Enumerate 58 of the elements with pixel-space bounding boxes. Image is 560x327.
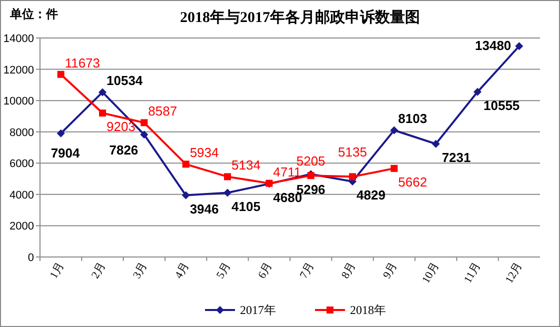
x-tick-label: 12月: [503, 260, 525, 286]
point: [56, 129, 65, 138]
data-label: 10555: [484, 98, 520, 113]
data-label: 8587: [148, 104, 178, 119]
point: [390, 164, 398, 172]
point: [140, 119, 148, 126]
y-tick-label: 8000: [10, 126, 34, 139]
point: [140, 130, 148, 139]
x-tick-label: 4月: [172, 260, 192, 281]
data-label: 3946: [190, 201, 219, 216]
chart-title: 2018年与2017年各月邮政申诉数量图: [180, 9, 420, 26]
legend-label: 2017年: [240, 303, 276, 317]
data-label: 5135: [338, 144, 367, 160]
data-label: 5934: [190, 145, 219, 160]
y-tick-label: 2000: [10, 220, 34, 233]
point: [182, 191, 190, 200]
data-label: 5205: [296, 154, 326, 169]
x-tick-label: 3月: [131, 260, 150, 281]
point: [98, 88, 106, 96]
point: [182, 160, 190, 168]
y-tick-label: 6000: [10, 158, 34, 170]
x-tick-label: 7月: [298, 260, 316, 281]
x-tick-label: 8月: [339, 260, 358, 281]
point: [57, 70, 64, 78]
data-label: 13480: [475, 38, 512, 54]
data-label: 7231: [442, 150, 471, 165]
text: 单位：件: [9, 7, 58, 21]
x-tick-label: 5月: [214, 260, 234, 281]
legend-label: 2018年: [350, 303, 386, 317]
point: [224, 173, 231, 180]
data-label: 7826: [109, 142, 138, 158]
point: [474, 88, 482, 96]
point: [99, 110, 106, 117]
point: [224, 188, 232, 197]
data-label: 11673: [64, 55, 100, 70]
point: [515, 42, 524, 50]
x-tick-label: 11月: [462, 260, 484, 286]
data-label: 7904: [50, 145, 81, 160]
x-tick-label: 10月: [420, 260, 442, 286]
y-tick-label: 0: [28, 252, 34, 264]
data-label: 4829: [356, 187, 386, 202]
point: [349, 173, 356, 180]
data-label: 5662: [398, 174, 428, 190]
x-tick-label: 2月: [89, 260, 108, 281]
data-label: 9203: [106, 119, 136, 134]
point: [390, 126, 398, 134]
data-label: 4105: [232, 198, 260, 214]
y-tick-label: 10000: [3, 96, 34, 108]
x-tick-label: 9月: [381, 260, 400, 281]
x-tick-label: 6月: [256, 260, 275, 281]
y-tick-label: 4000: [10, 189, 34, 202]
point: [432, 140, 440, 148]
x-tick-label: 1月: [48, 260, 66, 281]
data-label: 8103: [398, 111, 428, 126]
y-tick-label: 14000: [3, 33, 34, 45]
data-label: 10534: [106, 73, 144, 88]
data-label: 5134: [232, 158, 260, 173]
y-tick-label: 12000: [3, 64, 34, 76]
